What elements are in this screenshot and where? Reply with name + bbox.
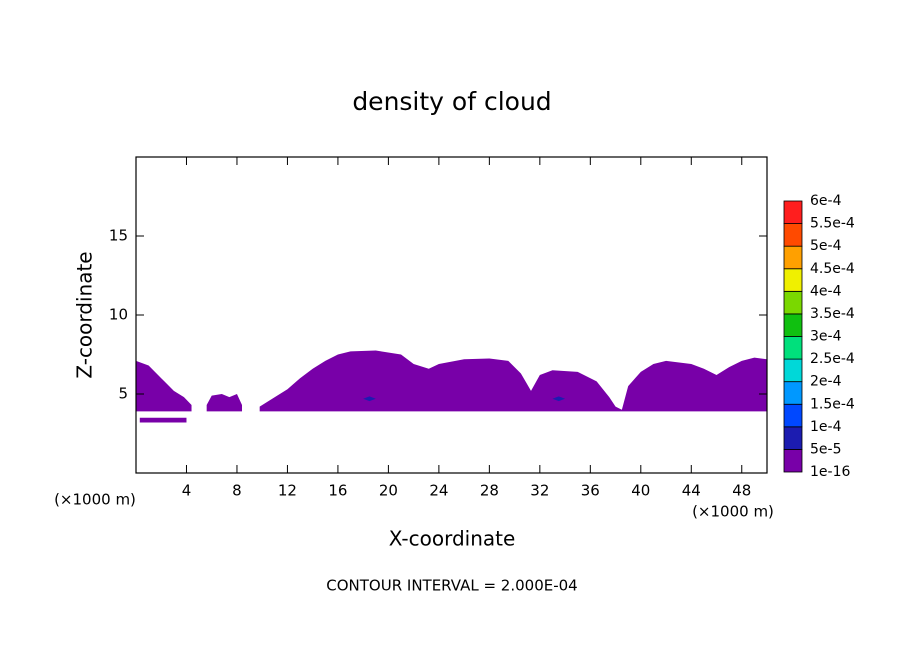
colorbar-label: 4.5e-4 <box>810 261 855 277</box>
colorbar-label: 1e-16 <box>810 464 850 480</box>
colorbar-label: 5e-4 <box>810 238 842 254</box>
colorbar-label: 3e-4 <box>810 329 842 345</box>
colorbar-box <box>783 245 803 270</box>
annotation: CONTOUR INTERVAL = 2.000E-04 <box>326 577 577 595</box>
contour-region <box>139 417 187 423</box>
y-tick-label: 5 <box>118 385 128 403</box>
colorbar-box <box>783 268 803 292</box>
x-tick-label: 20 <box>379 482 398 500</box>
colorbar-box <box>783 381 803 405</box>
x-tick-label: 36 <box>581 482 600 500</box>
contour-region <box>363 396 376 402</box>
contour-region <box>136 360 192 412</box>
x-unit-label: (×1000 m) <box>692 503 774 521</box>
colorbar-label: 5e-5 <box>810 441 841 457</box>
x-tick-label: 12 <box>278 482 297 500</box>
colorbar-box <box>783 336 803 360</box>
colorbar-label: 3.5e-4 <box>810 306 855 322</box>
x-tick-label: 16 <box>328 482 347 500</box>
x-tick-label: 44 <box>682 482 701 500</box>
colorbar-box <box>783 358 803 383</box>
colorbar-label: 5.5e-4 <box>810 216 855 232</box>
colorbar-box <box>783 200 803 224</box>
x-axis-label: X-coordinate <box>389 527 516 551</box>
chart-title: density of cloud <box>352 87 551 116</box>
x-tick-label: 24 <box>429 482 448 500</box>
colorbar-label: 1e-4 <box>810 419 842 435</box>
x-tick-label: 4 <box>182 482 192 500</box>
colorbar-label: 2.5e-4 <box>810 351 855 367</box>
x-tick-label: 48 <box>732 482 751 500</box>
colorbar-box <box>783 449 803 473</box>
colorbar-label: 1.5e-4 <box>810 396 855 412</box>
x-tick-label: 40 <box>631 482 650 500</box>
y-axis-label: Z-coordinate <box>73 251 97 378</box>
colorbar-label: 2e-4 <box>810 374 842 390</box>
colorbar-box <box>783 313 803 337</box>
colorbar-box <box>783 223 803 247</box>
contour-region <box>259 350 767 412</box>
colorbar-box <box>783 290 803 315</box>
colorbar-label: 4e-4 <box>810 283 842 299</box>
contour-region <box>552 396 566 402</box>
colorbar-box <box>783 426 803 450</box>
plot-frame <box>135 156 768 474</box>
y-tick-label: 15 <box>109 227 128 245</box>
y-tick-label: 10 <box>109 306 128 324</box>
contour-region <box>206 394 243 412</box>
x-tick-label: 32 <box>530 482 549 500</box>
colorbar-box <box>783 403 803 428</box>
y-unit-label: (×1000 m) <box>54 491 136 509</box>
x-tick-label: 28 <box>480 482 499 500</box>
x-tick-label: 8 <box>232 482 242 500</box>
colorbar-label: 6e-4 <box>810 193 842 209</box>
